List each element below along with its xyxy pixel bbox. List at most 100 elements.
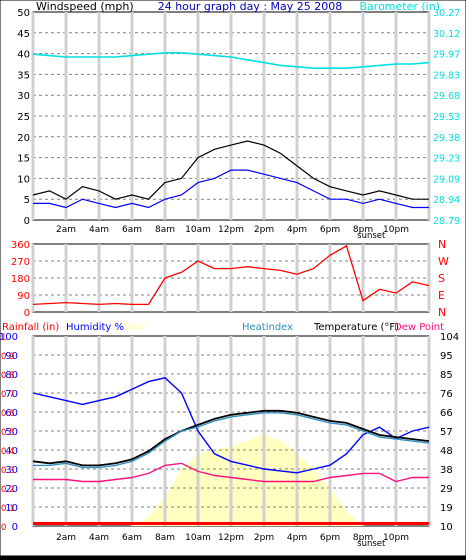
heatindex-label: Heatindex xyxy=(242,322,293,333)
direction-tick-label: 180 xyxy=(11,274,30,285)
temperature-tick-label: 38 xyxy=(440,465,453,476)
direction-letter: E xyxy=(438,289,445,302)
temperature-tick-label: 19 xyxy=(440,503,453,514)
time-label: 8am xyxy=(155,225,175,235)
time-label: 4am xyxy=(89,533,109,543)
series-wind xyxy=(33,169,429,209)
humidity-tick-label: 90 xyxy=(5,351,18,362)
panel-humidity-grid xyxy=(31,336,431,526)
time-label: 10am xyxy=(185,225,211,235)
time-label: 10am xyxy=(185,533,211,543)
time-label: 8pm xyxy=(353,225,373,235)
panel-wind-ticks: 0 5 10 15 20 25 30 35 40 45 50 28.79 28.94 29.09 29.23… xyxy=(17,8,460,227)
humidity-tick-label: 0 xyxy=(12,522,18,533)
barometer-tick-label: 29.09 xyxy=(433,174,460,185)
direction-letter: W xyxy=(438,255,449,268)
rainfall-label: Rainfall (in) xyxy=(2,322,59,333)
panel-humidity-series xyxy=(32,377,430,525)
panel-wind-series xyxy=(32,51,430,209)
barometer-tick-label: 29.38 xyxy=(433,133,460,144)
rain-tick-label: 0.7 xyxy=(1,390,15,400)
temperature-tick-label: 104 xyxy=(440,332,459,343)
direction-letter: S xyxy=(438,272,445,285)
humidity-tick-label: 10 xyxy=(5,503,18,514)
temperature-tick-label: 10 xyxy=(440,522,453,533)
panel-wind-grid xyxy=(31,12,431,220)
series-direction xyxy=(32,244,430,306)
wind-tick-label: 15 xyxy=(17,154,30,165)
solar-label: Solar xyxy=(123,322,149,333)
series-rainfall xyxy=(33,522,429,525)
wind-tick-label: 25 xyxy=(17,112,30,123)
sunset-label: sunset xyxy=(357,231,386,241)
series-gust xyxy=(32,140,429,200)
series-heatindex xyxy=(33,412,430,469)
time-label: 10pm xyxy=(383,533,409,543)
rain-tick-label: 0.9 xyxy=(1,352,15,362)
barometer-tick-label: 29.83 xyxy=(433,70,460,81)
humidity-tick-label: 100 xyxy=(0,332,18,343)
time-label: 6pm xyxy=(320,533,340,543)
time-label: 8am xyxy=(155,533,175,543)
humidity-tick-label: 60 xyxy=(5,408,18,419)
barometer-tick-label: 29.68 xyxy=(433,91,460,102)
temperature-tick-label: 95 xyxy=(440,351,453,362)
time-label: 8pm xyxy=(353,533,373,543)
wind-tick-label: 35 xyxy=(17,70,30,81)
direction-tick-label: 90 xyxy=(17,291,30,302)
time-label: 12pm xyxy=(218,533,244,543)
humidity-tick-label: 30 xyxy=(5,465,18,476)
direction-tick-label: 0 xyxy=(24,308,30,319)
dewpoint-label: Dew Point xyxy=(394,322,444,333)
series-humidity xyxy=(32,377,430,474)
humidity-label: Humidity % xyxy=(66,322,124,333)
barometer-tick-label: 29.53 xyxy=(433,112,460,123)
wind-tick-label: 0 xyxy=(24,216,30,227)
barometer-tick-label: 30.27 xyxy=(433,8,460,19)
graph-title: 24 hour graph day : May 25 2008 xyxy=(158,0,343,13)
temperature-tick-label: 48 xyxy=(440,446,453,457)
rain-tick-label: 0.1 xyxy=(1,504,15,514)
time-label: 6am xyxy=(122,533,142,543)
direction-tick-label: 270 xyxy=(11,257,30,268)
barometer-tick-label: 28.94 xyxy=(433,195,460,206)
direction-letter: N xyxy=(438,238,446,251)
series-barometer xyxy=(32,51,430,69)
time-axis-labels: 2am 4am 6am 8am 10am 12pm 2pm 4pm 6pm 8pm 10pmsuns… xyxy=(56,225,409,549)
temperature-label: Temperature (°F) xyxy=(313,322,399,333)
sunset-label: sunset xyxy=(357,539,386,549)
rain-tick-label: 0.3 xyxy=(1,466,15,476)
time-label: 10pm xyxy=(383,225,409,235)
rain-tick-label: 0.8 xyxy=(1,371,15,381)
wind-tick-label: 10 xyxy=(17,174,30,185)
rain-tick-label: 1 xyxy=(1,333,6,343)
time-label: 2am xyxy=(56,225,76,235)
barometer-tick-label: 30.12 xyxy=(433,29,460,40)
rain-tick-label: 0.2 xyxy=(1,485,15,495)
rain-tick-label: 0 xyxy=(1,523,6,533)
wind-tick-label: 30 xyxy=(17,91,30,102)
panel-direction-series xyxy=(32,244,430,306)
wind-tick-label: 50 xyxy=(17,8,30,19)
wind-axis-title: Windspeed (mph) xyxy=(36,0,134,13)
barometer-tick-label: 29.23 xyxy=(433,154,460,165)
wind-tick-label: 20 xyxy=(17,133,30,144)
direction-tick-label: 360 xyxy=(11,240,30,251)
temperature-tick-label: 85 xyxy=(440,370,453,381)
temperature-tick-label: 29 xyxy=(440,484,453,495)
rain-tick-label: 0.6 xyxy=(1,409,15,419)
time-label: 12pm xyxy=(218,225,244,235)
wind-tick-label: 40 xyxy=(17,50,30,61)
time-label: 4pm xyxy=(287,225,307,235)
wind-tick-label: 45 xyxy=(17,29,30,40)
series-dewpoint xyxy=(33,462,429,483)
time-label: 6pm xyxy=(320,225,340,235)
time-label: 6am xyxy=(122,225,142,235)
wind-tick-label: 5 xyxy=(24,195,30,206)
temperature-tick-label: 76 xyxy=(440,389,453,400)
rain-tick-label: 0.5 xyxy=(1,428,15,438)
time-label: 2am xyxy=(56,533,76,543)
barometer-axis-title: Barometer (in) xyxy=(360,0,441,13)
